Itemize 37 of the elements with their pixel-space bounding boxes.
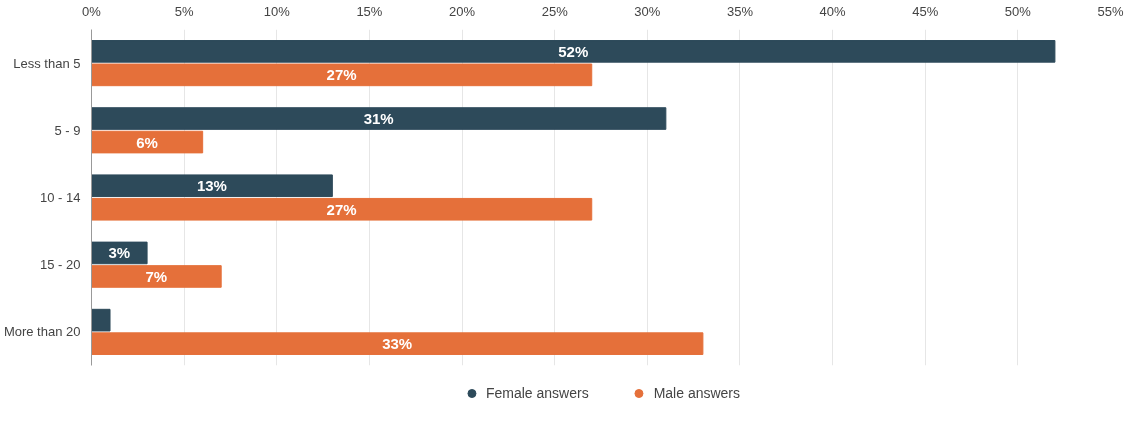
x-tick-label: 20% [449, 3, 476, 19]
data-label: 33% [382, 335, 413, 353]
bar [91, 332, 704, 355]
data-label: 31% [363, 110, 394, 128]
bar [91, 130, 204, 154]
bar [91, 308, 111, 332]
x-tick-label: 5% [174, 3, 194, 19]
x-tick-label: 10% [263, 3, 291, 19]
data-label: 7% [145, 267, 168, 285]
data-label: 52% [558, 42, 589, 60]
x-tick-label: 40% [819, 3, 847, 19]
y-tick-label: More than 20 [3, 324, 81, 340]
x-tick-label: 50% [1004, 3, 1032, 19]
data-label: 3% [108, 244, 131, 262]
x-tick-label: 0% [82, 3, 102, 19]
data-label: 13% [196, 177, 227, 195]
x-tick-label: 45% [912, 3, 939, 19]
bar [91, 197, 593, 221]
bar [91, 63, 593, 87]
bar [91, 40, 1056, 63]
x-tick-label: 35% [726, 3, 754, 19]
y-tick-label: 5 - 9 [54, 122, 81, 138]
data-label: 27% [326, 200, 357, 218]
x-tick-label: 30% [634, 3, 661, 19]
y-tick-label: 15 - 20 [40, 257, 81, 273]
x-tick-label: 55% [1097, 3, 1124, 19]
bar [91, 174, 333, 198]
legend-label: Female answers [485, 384, 589, 401]
x-tick-label: 25% [541, 3, 569, 19]
legend-label: Male answers [653, 384, 741, 401]
y-tick-label: 10 - 14 [40, 190, 81, 205]
data-label: 27% [326, 66, 357, 84]
bar [91, 107, 667, 130]
y-tick-label: Less than 5 [13, 55, 81, 71]
bar [91, 265, 222, 288]
x-tick-label: 15% [356, 3, 383, 19]
data-label: 6% [136, 133, 158, 151]
